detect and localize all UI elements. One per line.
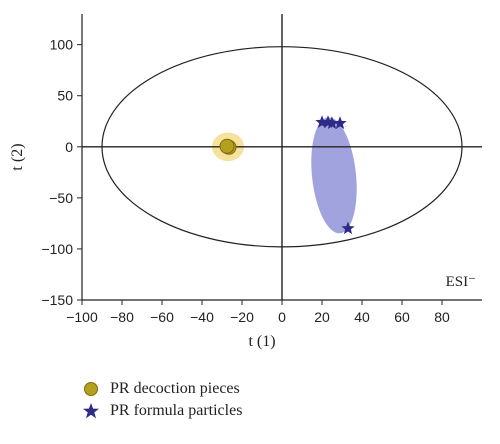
legend-item-formula: PR formula particles: [82, 400, 242, 422]
point-formula-3: [333, 116, 347, 129]
y-tick-label: 0: [65, 139, 73, 155]
x-tick-label: 60: [394, 309, 410, 325]
point-formula-0: [315, 115, 329, 128]
legend-label-formula: PR formula particles: [110, 402, 243, 419]
legend-item-decoction: PR decoction pieces: [82, 378, 242, 400]
circle-marker-icon: [82, 380, 100, 398]
x-tick-label: 0: [278, 309, 286, 325]
point-decoction-2: [219, 138, 235, 154]
x-tick-label: −20: [230, 309, 254, 325]
x-tick-label: −100: [66, 309, 98, 325]
legend: PR decoction pieces PR formula particles: [82, 378, 242, 422]
x-tick-label: 20: [314, 309, 330, 325]
star-marker-icon: [82, 402, 100, 420]
x-tick-label: 80: [434, 309, 450, 325]
x-tick-label: −60: [150, 309, 174, 325]
confidence-region-1: [311, 117, 357, 234]
x-tick-label: −40: [190, 309, 214, 325]
confidence-regions: [212, 117, 357, 234]
y-tick-label: 50: [57, 88, 73, 104]
y-tick-label: −150: [41, 292, 73, 308]
hotelling-ellipse-layer: [101, 46, 463, 248]
point-formula-4: [341, 221, 355, 235]
data-points: [219, 115, 355, 235]
legend-label-decoction: PR decoction pieces: [110, 380, 240, 397]
y-tick-label: −100: [41, 241, 73, 257]
hotelling-ellipse: [101, 46, 463, 248]
x-tick-label: −80: [110, 309, 134, 325]
y-axis-label: t (2): [9, 143, 26, 170]
axes: [77, 14, 482, 305]
esi-annotation: ESI⁻: [446, 274, 476, 290]
axis-text: −100 −80 −60 −40 −20 0 20 40 60 80100500−50−100−1…: [9, 37, 476, 350]
x-axis-label: t (1): [248, 333, 275, 350]
y-tick-label: −50: [49, 190, 73, 206]
point-formula-2: [325, 116, 339, 129]
y-tick-label: 100: [50, 37, 74, 53]
x-tick-label: 40: [354, 309, 370, 325]
